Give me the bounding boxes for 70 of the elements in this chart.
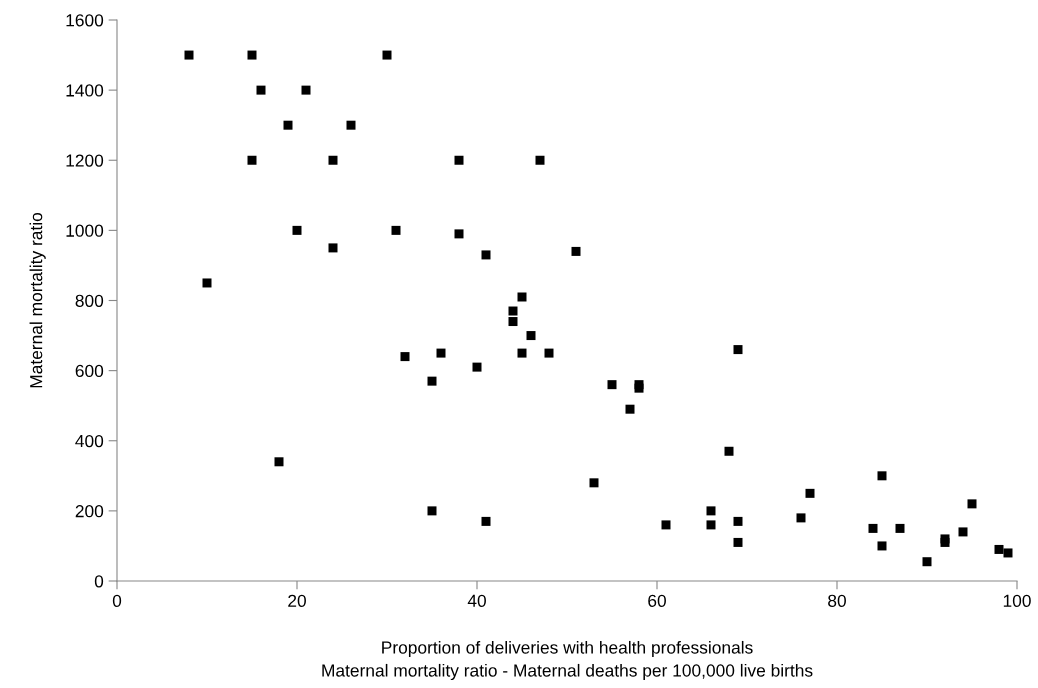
point [391,225,401,235]
point [184,50,194,60]
point [535,155,545,165]
point [607,380,617,390]
point [922,557,932,567]
y-tick-label: 600 [75,364,104,378]
point [328,155,338,165]
point [436,348,446,358]
point [724,446,734,456]
x-tick-label: 80 [828,594,846,607]
y-tick-label: 1400 [66,84,104,97]
point [733,516,743,526]
point [454,229,464,239]
point [454,155,464,165]
point [346,120,356,130]
point [805,488,815,498]
point [958,527,968,537]
point [733,345,743,355]
y-tick-label: 400 [75,434,104,448]
point [301,85,311,95]
x-tick-label: 40 [467,594,486,607]
x-tick-label: 20 [288,594,306,607]
point [274,457,284,467]
point [544,348,554,358]
point [508,317,518,327]
point [571,246,581,256]
point [517,348,527,358]
x-tick-label: 0 [112,594,122,607]
point [256,85,266,95]
point [247,155,257,165]
y-tick-label: 0 [94,575,104,588]
y-tick-label: 1000 [66,224,104,237]
point [877,471,887,481]
point [994,544,1004,554]
point [328,243,338,253]
point [895,523,905,533]
point [481,516,491,526]
point [733,537,743,547]
x-tick-label: 100 [1003,594,1031,607]
point [202,278,212,288]
point [427,506,437,516]
y-tick-label: 800 [75,294,104,307]
point [796,513,806,523]
point [706,520,716,530]
point [706,506,716,516]
point [661,520,671,530]
point [382,50,392,60]
point [283,120,293,130]
x-tick-label: 60 [648,594,666,607]
point [400,352,410,362]
point [967,499,977,509]
point [517,292,527,302]
text: Maternal mortality ratio - Maternal deaths per 100,000 live births [322,663,813,681]
point [472,362,482,372]
point [1003,548,1013,558]
point [292,225,302,235]
point [247,50,257,60]
y-tick-label: 1600 [66,14,104,27]
point [868,523,878,533]
point [526,331,536,341]
y-axis-title: Maternal mortality ratio [29,212,46,388]
point [481,250,491,260]
point [625,404,635,414]
y-tick-label: 200 [75,505,104,518]
point [589,478,599,488]
x-axis-title: Proportion of deliveries with health professionals [382,640,753,658]
point [877,541,887,551]
point [427,376,437,386]
point [508,306,518,316]
y-tick-label: 1200 [66,154,104,167]
